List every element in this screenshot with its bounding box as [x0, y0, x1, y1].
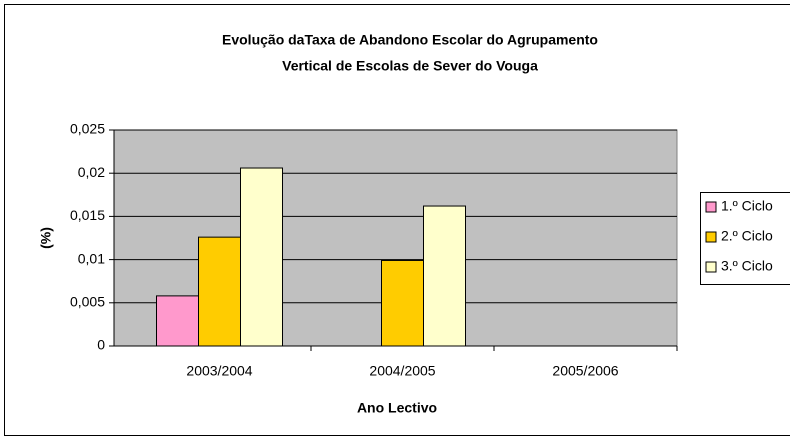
- bar: [240, 167, 283, 347]
- chart-title: Vertical de Escolas de Sever do Vouga: [282, 58, 538, 74]
- legend-label: 3.º Ciclo: [721, 258, 773, 274]
- y-tick-label: 0,01: [78, 250, 105, 266]
- y-tick-label: 0,005: [70, 294, 105, 310]
- x-tick-label: 2004/2005: [369, 363, 435, 379]
- x-axis-label: Ano Lectivo: [357, 400, 437, 416]
- bar: [156, 295, 199, 347]
- legend-swatch: [705, 261, 717, 273]
- bar: [381, 259, 424, 347]
- x-tick-label: 2003/2004: [186, 363, 252, 379]
- legend-label: 1.º Ciclo: [721, 198, 773, 214]
- y-tick-label: 0,025: [70, 121, 105, 137]
- y-tick-label: 0,015: [70, 207, 105, 223]
- y-axis-label: (%): [38, 227, 54, 249]
- bar: [198, 236, 241, 347]
- y-tick-label: 0: [97, 337, 105, 353]
- bar: [423, 205, 466, 347]
- chart-title: Evolução daTaxa de Abandono Escolar do A…: [222, 32, 598, 48]
- legend-swatch: [705, 201, 717, 213]
- y-tick-label: 0,02: [78, 164, 105, 180]
- x-tick-label: 2005/2006: [552, 363, 618, 379]
- legend-label: 2.º Ciclo: [721, 228, 773, 244]
- legend-swatch: [705, 231, 717, 243]
